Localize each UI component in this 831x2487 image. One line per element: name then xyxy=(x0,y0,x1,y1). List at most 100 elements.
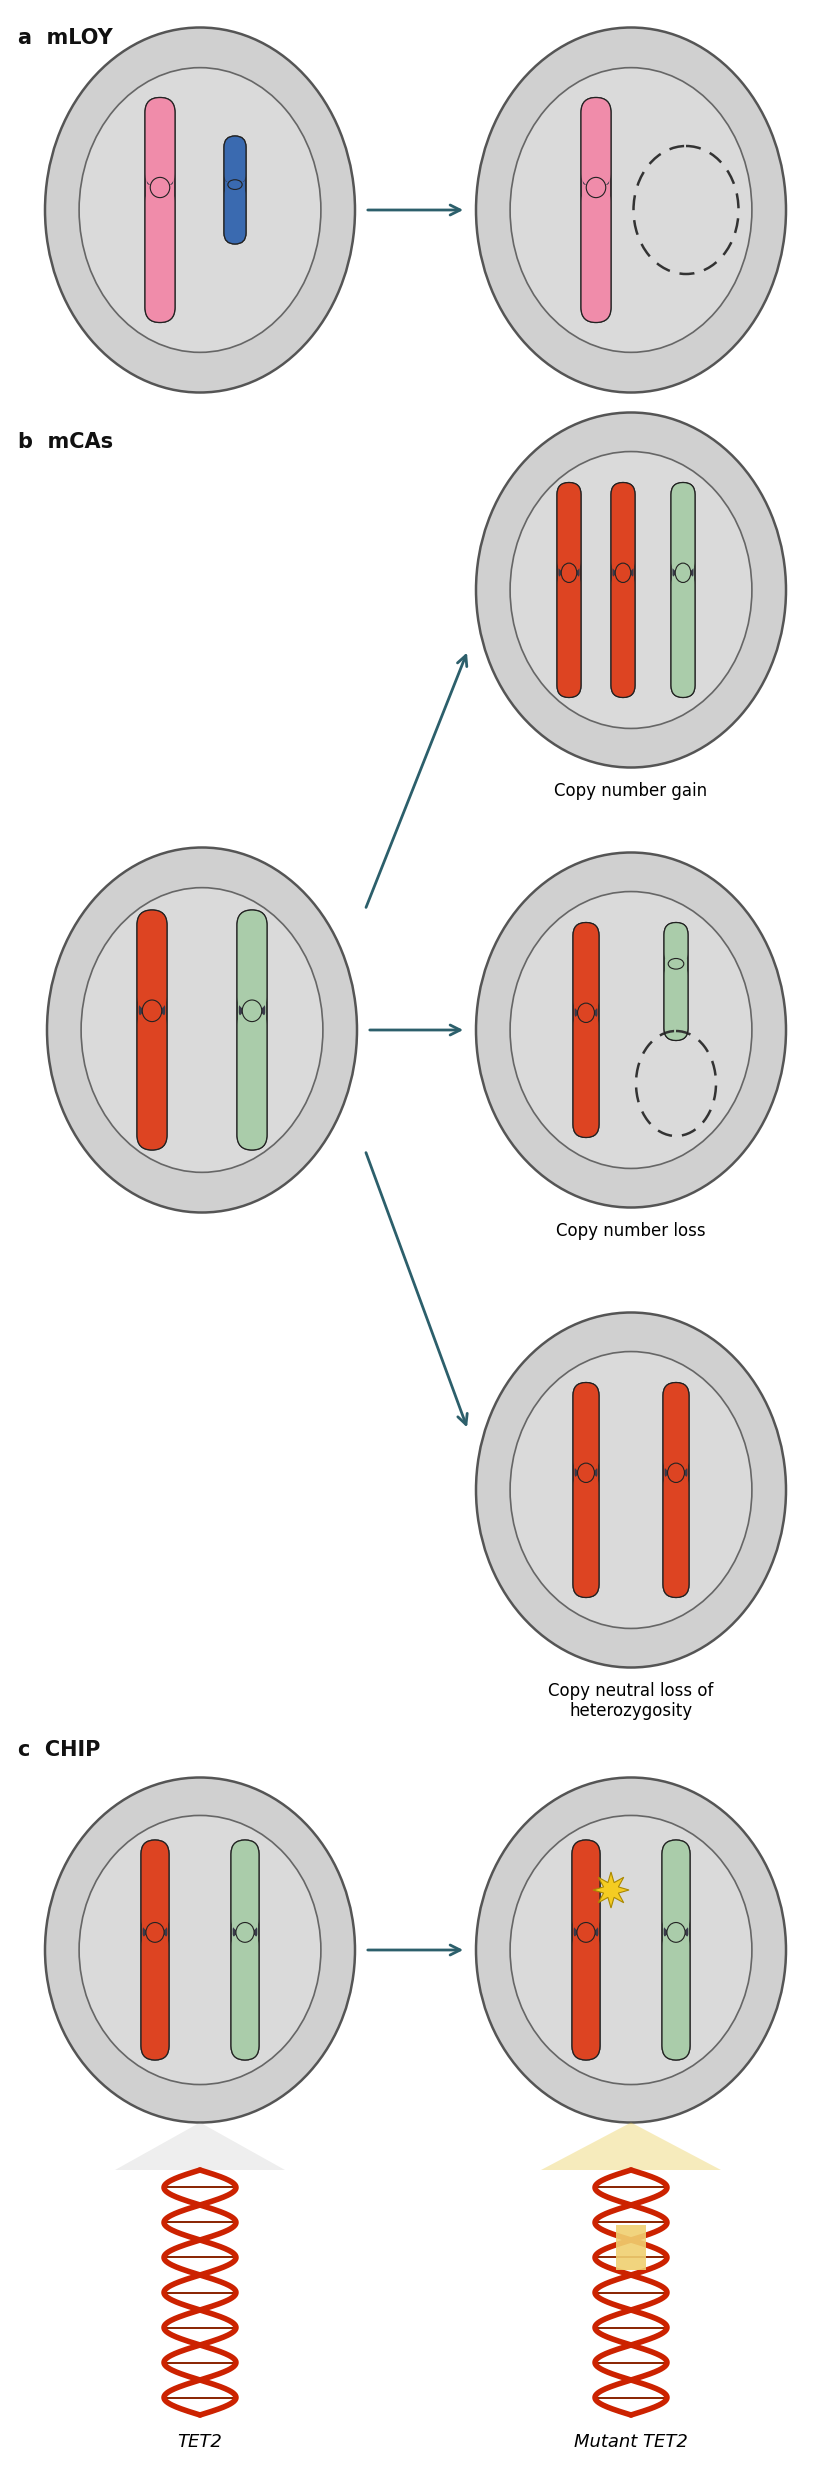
FancyBboxPatch shape xyxy=(573,1982,598,1992)
FancyBboxPatch shape xyxy=(664,1908,688,1920)
FancyBboxPatch shape xyxy=(558,495,579,505)
FancyBboxPatch shape xyxy=(573,1908,598,1920)
FancyBboxPatch shape xyxy=(574,1413,597,1423)
FancyBboxPatch shape xyxy=(233,1890,258,1900)
FancyBboxPatch shape xyxy=(671,482,695,696)
FancyBboxPatch shape xyxy=(612,639,633,649)
FancyBboxPatch shape xyxy=(583,256,609,266)
FancyBboxPatch shape xyxy=(137,910,167,1010)
Text: a  mLOY: a mLOY xyxy=(18,27,113,47)
FancyBboxPatch shape xyxy=(573,1945,598,1955)
FancyBboxPatch shape xyxy=(665,1413,687,1423)
FancyBboxPatch shape xyxy=(139,1005,165,1017)
FancyBboxPatch shape xyxy=(583,236,609,246)
FancyBboxPatch shape xyxy=(147,214,173,226)
FancyBboxPatch shape xyxy=(672,602,694,614)
FancyBboxPatch shape xyxy=(143,1908,167,1920)
FancyBboxPatch shape xyxy=(143,1853,167,1863)
FancyBboxPatch shape xyxy=(139,1084,165,1097)
FancyBboxPatch shape xyxy=(141,1932,169,2059)
FancyBboxPatch shape xyxy=(666,953,686,960)
FancyBboxPatch shape xyxy=(238,1124,265,1137)
Ellipse shape xyxy=(45,27,355,393)
FancyBboxPatch shape xyxy=(666,1020,686,1027)
FancyBboxPatch shape xyxy=(574,935,597,945)
FancyBboxPatch shape xyxy=(671,482,695,572)
FancyBboxPatch shape xyxy=(143,2000,167,2009)
FancyBboxPatch shape xyxy=(612,567,633,577)
Ellipse shape xyxy=(561,562,577,582)
FancyBboxPatch shape xyxy=(238,1005,265,1017)
Ellipse shape xyxy=(79,1816,321,2084)
FancyBboxPatch shape xyxy=(558,584,579,594)
FancyBboxPatch shape xyxy=(574,990,597,1000)
FancyBboxPatch shape xyxy=(612,584,633,594)
FancyBboxPatch shape xyxy=(666,1005,686,1010)
Ellipse shape xyxy=(146,1922,164,1942)
Ellipse shape xyxy=(79,67,321,353)
FancyBboxPatch shape xyxy=(557,482,581,572)
FancyBboxPatch shape xyxy=(233,2000,258,2009)
Ellipse shape xyxy=(578,1462,594,1482)
FancyBboxPatch shape xyxy=(143,2037,167,2047)
FancyBboxPatch shape xyxy=(573,1925,598,1937)
FancyBboxPatch shape xyxy=(573,2037,598,2047)
FancyBboxPatch shape xyxy=(612,602,633,614)
FancyBboxPatch shape xyxy=(665,1502,687,1512)
FancyBboxPatch shape xyxy=(558,567,579,577)
FancyBboxPatch shape xyxy=(143,1925,167,1937)
Text: Mutant TET2: Mutant TET2 xyxy=(574,2432,688,2452)
FancyBboxPatch shape xyxy=(612,619,633,632)
FancyBboxPatch shape xyxy=(139,1124,165,1137)
FancyBboxPatch shape xyxy=(572,1932,600,2059)
Polygon shape xyxy=(593,1873,629,1908)
FancyBboxPatch shape xyxy=(583,174,609,184)
FancyBboxPatch shape xyxy=(671,572,695,696)
FancyBboxPatch shape xyxy=(664,1853,688,1863)
FancyBboxPatch shape xyxy=(143,1945,167,1955)
FancyBboxPatch shape xyxy=(233,1925,258,1937)
FancyBboxPatch shape xyxy=(143,1870,167,1883)
FancyBboxPatch shape xyxy=(583,276,609,286)
FancyBboxPatch shape xyxy=(233,1982,258,1992)
FancyBboxPatch shape xyxy=(573,1870,598,1883)
FancyBboxPatch shape xyxy=(583,214,609,226)
FancyBboxPatch shape xyxy=(574,1520,597,1532)
FancyBboxPatch shape xyxy=(665,1485,687,1495)
FancyBboxPatch shape xyxy=(233,2037,258,2047)
FancyBboxPatch shape xyxy=(225,219,244,226)
FancyBboxPatch shape xyxy=(665,1430,687,1442)
Ellipse shape xyxy=(577,1922,595,1942)
FancyBboxPatch shape xyxy=(143,1962,167,1975)
FancyBboxPatch shape xyxy=(574,1557,597,1567)
FancyBboxPatch shape xyxy=(233,1853,258,1863)
FancyBboxPatch shape xyxy=(574,1485,597,1495)
FancyBboxPatch shape xyxy=(664,923,688,965)
FancyBboxPatch shape xyxy=(558,619,579,632)
FancyBboxPatch shape xyxy=(672,495,694,505)
FancyBboxPatch shape xyxy=(573,923,599,1012)
FancyBboxPatch shape xyxy=(573,1962,598,1975)
FancyBboxPatch shape xyxy=(233,1945,258,1955)
FancyBboxPatch shape xyxy=(238,1064,265,1077)
FancyBboxPatch shape xyxy=(572,1840,600,1932)
FancyBboxPatch shape xyxy=(664,1945,688,1955)
FancyBboxPatch shape xyxy=(611,482,635,572)
FancyBboxPatch shape xyxy=(672,657,694,667)
FancyBboxPatch shape xyxy=(665,1539,687,1549)
FancyBboxPatch shape xyxy=(664,1962,688,1975)
Text: Copy neutral loss of
heterozygosity: Copy neutral loss of heterozygosity xyxy=(548,1681,714,1721)
FancyBboxPatch shape xyxy=(573,1383,599,1472)
FancyBboxPatch shape xyxy=(557,572,581,696)
FancyBboxPatch shape xyxy=(664,2017,688,2029)
FancyBboxPatch shape xyxy=(662,1840,690,2059)
FancyBboxPatch shape xyxy=(225,177,244,182)
Ellipse shape xyxy=(510,453,752,729)
FancyBboxPatch shape xyxy=(225,154,244,159)
FancyBboxPatch shape xyxy=(574,1539,597,1549)
FancyBboxPatch shape xyxy=(574,1467,597,1477)
FancyBboxPatch shape xyxy=(583,132,609,144)
Ellipse shape xyxy=(578,1002,594,1022)
FancyBboxPatch shape xyxy=(574,970,597,982)
FancyBboxPatch shape xyxy=(237,910,267,1010)
